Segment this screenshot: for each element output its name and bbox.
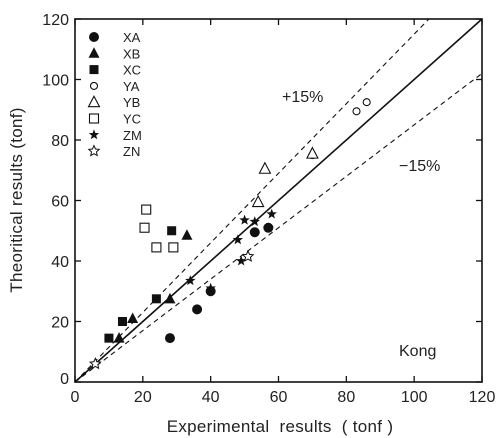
y-tick-label: 100 [42,73,69,90]
x-tick-label: 0 [71,389,80,406]
point-xb [127,312,139,323]
point-yb [306,146,319,159]
point-zn [241,249,255,262]
x-tick-label: 60 [270,389,288,406]
point-xb [164,292,176,304]
point-yc [141,204,152,215]
x-tick-label: 120 [469,389,496,406]
point-xc [167,226,177,236]
legend-marker-ya [89,81,99,90]
plus-15-annotation: +15% [282,89,323,106]
point-yc [151,242,162,253]
y-tick-label: 40 [51,254,69,271]
x-tick-label: 100 [401,389,428,406]
dashed-bound-line [74,73,483,383]
legend-marker-xb [88,47,100,58]
legend-label-xb: XB [123,46,140,61]
point-yb [258,161,272,174]
legend-label-yb: YB [123,95,140,110]
legend-marker-yc [88,113,100,124]
x-tick-label: 80 [337,389,355,406]
legend-marker-zn [87,144,101,157]
point-xa [164,333,175,344]
legend-marker-yb [87,95,101,108]
legend-label-ya: YA [123,79,140,94]
point-ya [362,98,371,107]
y-tick-label: 120 [42,12,69,29]
point-zm [232,234,244,245]
point-xc [104,333,114,343]
legend-label-xc: XC [123,63,141,78]
point-xa [205,286,216,297]
x-tick-label: 20 [134,389,152,406]
legend-label-yc: YC [123,112,141,127]
point-xb [181,229,193,240]
y-tick-label: 80 [51,133,69,150]
axis-ticks: 0 20 40 60 80 100 120 20 40 60 80 100 120 0 [42,12,495,406]
point-xc [117,317,127,326]
x-tick-label: 40 [202,389,220,406]
y-tick-label: 0 [60,371,69,388]
point-zm [263,222,274,233]
point-zm [249,216,260,227]
minus-15-annotation: −15% [399,158,440,175]
x-axis-title: Experimental results ( tonf ) [167,417,394,436]
point-xb [113,332,125,343]
legend-marker-zm [88,129,100,140]
legend-label-xa: XA [123,30,141,45]
legend-marker-xc [89,65,99,75]
point-zm [235,255,247,266]
legend-marker-xa [89,32,99,42]
y-axis-title: Theoritical results (tonf) [7,107,26,292]
legend-label-zn: ZN [123,144,140,159]
point-yc [139,222,150,233]
y-tick-label: 60 [51,194,69,211]
point-zm [185,275,196,286]
data-points [88,98,371,370]
point-zm [239,214,250,225]
point-zm [205,282,216,293]
point-xc [151,294,161,304]
point-yb [251,194,265,208]
point-zn [88,357,102,370]
point-zm [266,208,277,219]
identity-line [74,18,483,383]
point-xa [192,304,203,315]
y-tick-label: 20 [51,315,69,332]
point-ya [352,107,361,116]
point-yc [168,242,179,253]
kong-annotation: Kong [399,343,436,360]
point-xa [249,227,260,238]
legend-label-zm: ZM [123,128,142,143]
